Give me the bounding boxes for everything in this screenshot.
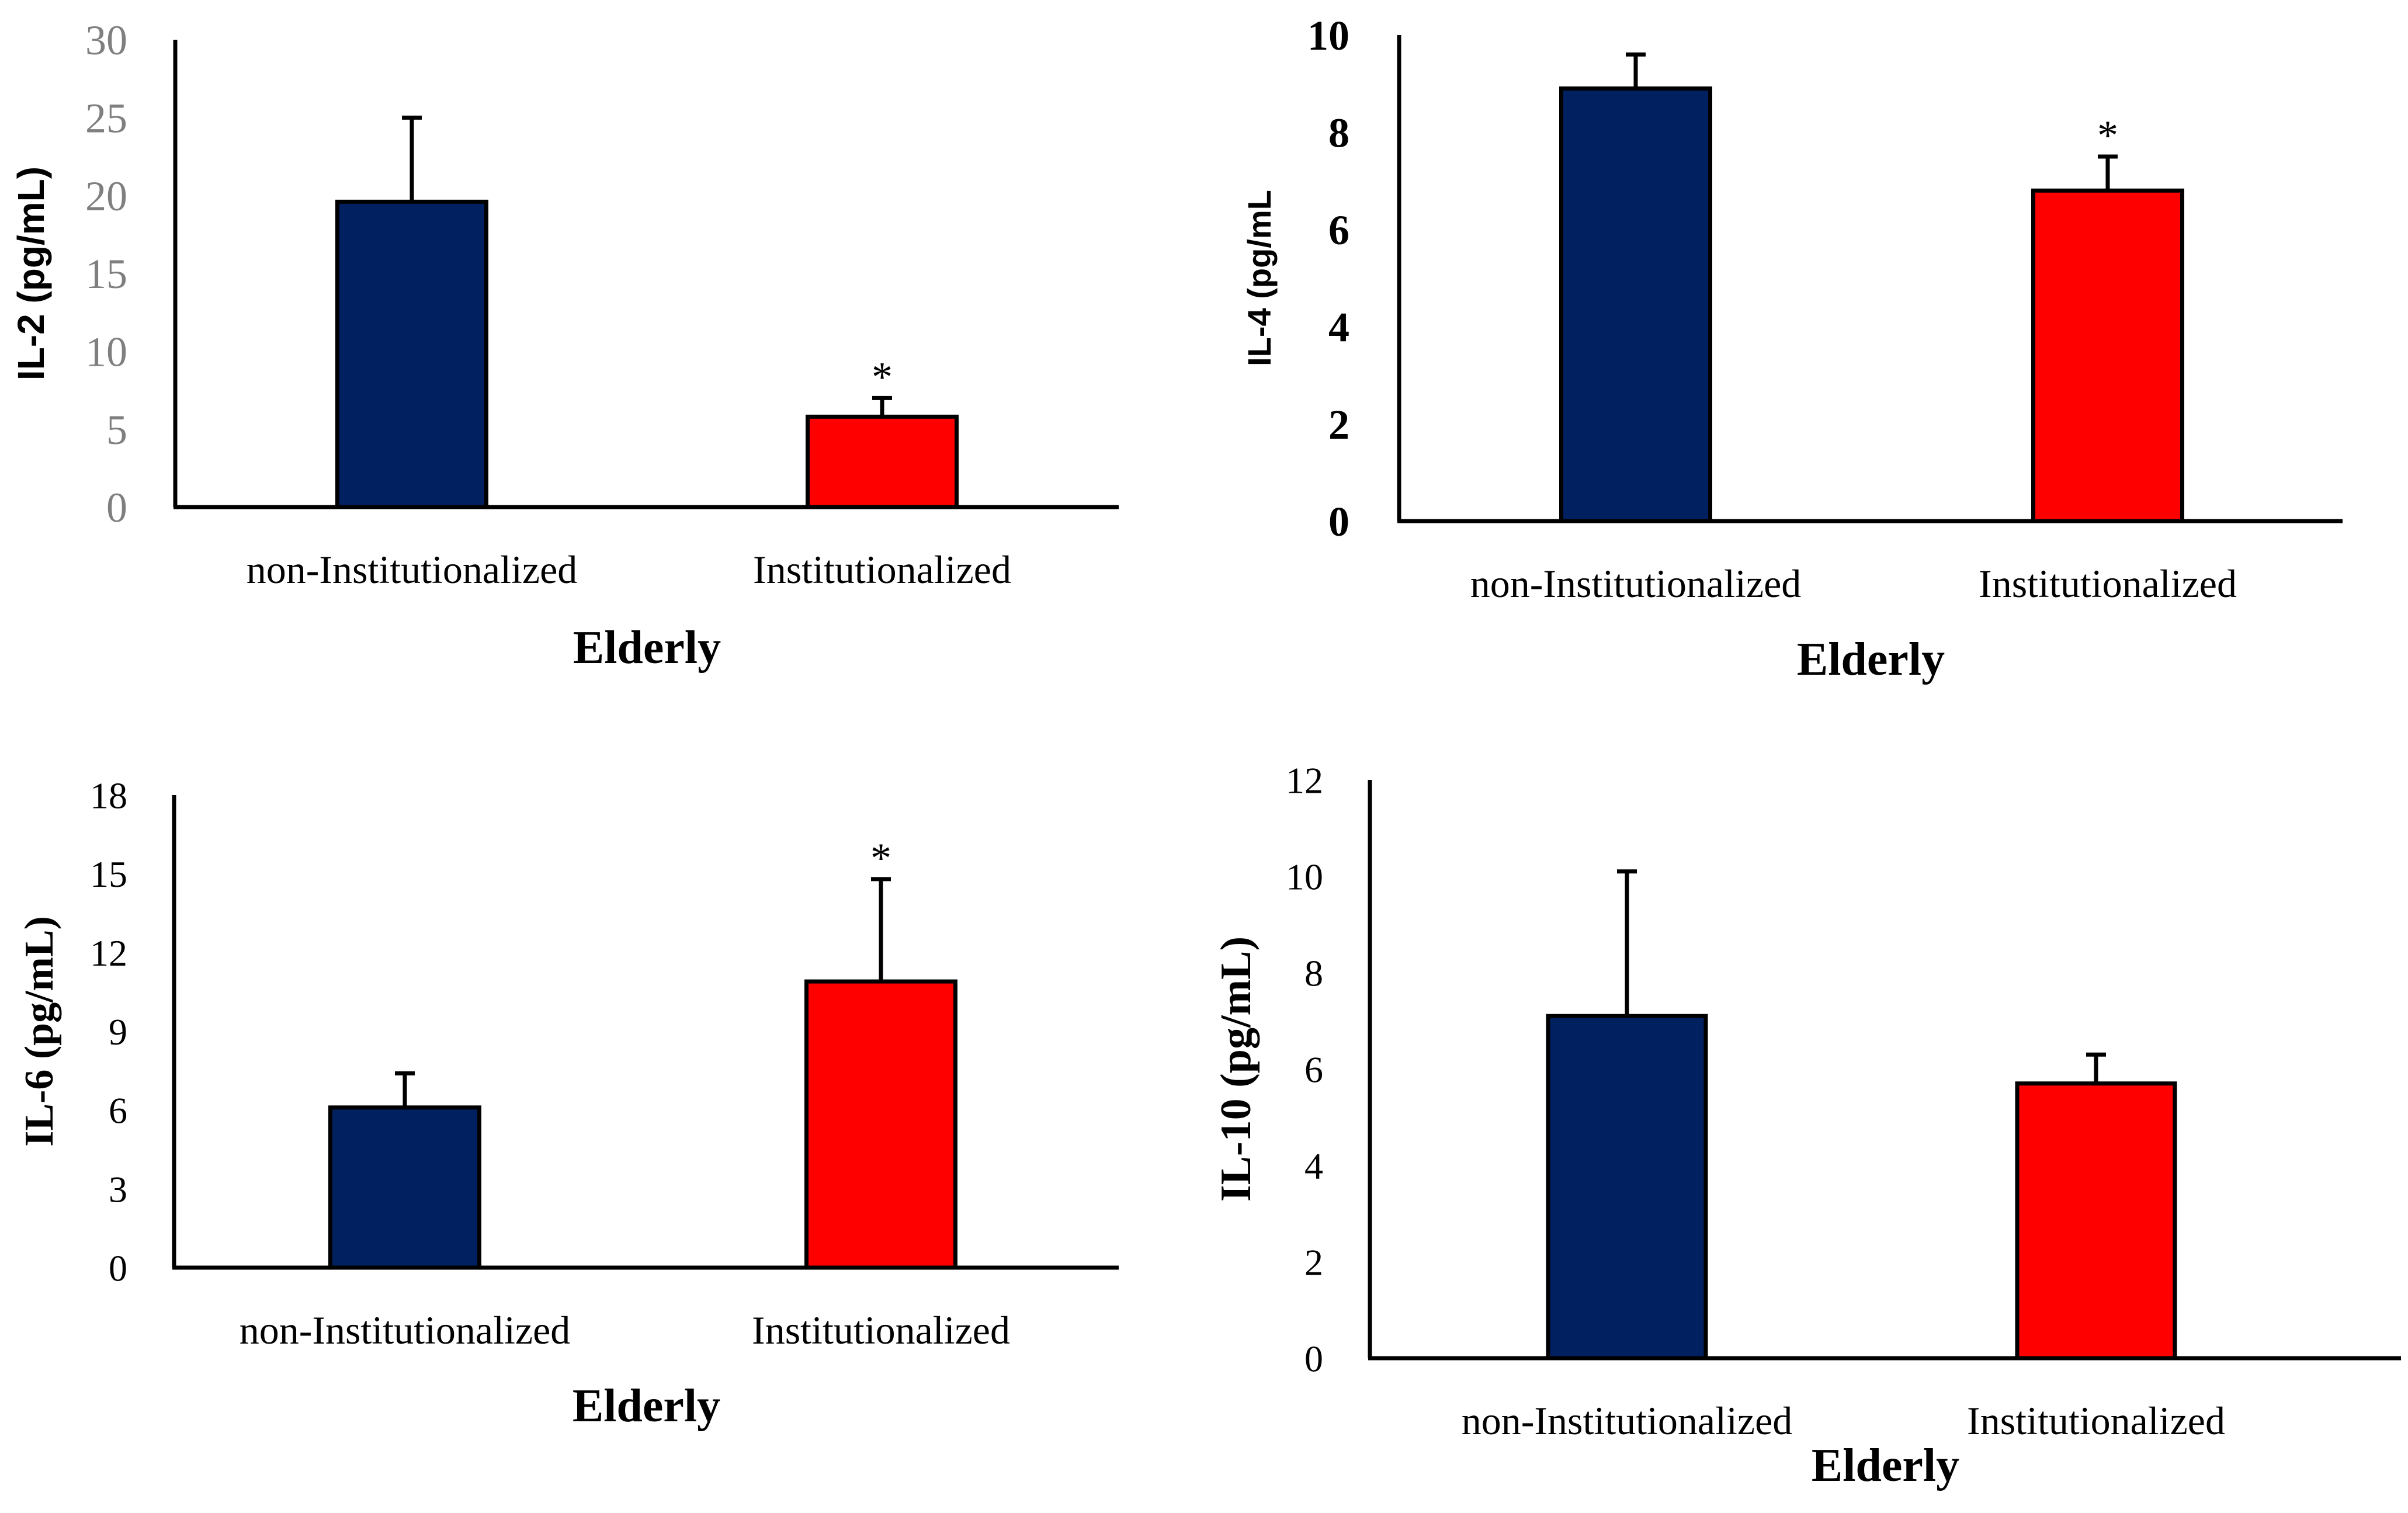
y-tick-label: 6 <box>1328 207 1349 254</box>
bar-institutionalized <box>806 414 959 509</box>
category-label: Institutionalized <box>1979 561 2237 606</box>
y-tick-label: 12 <box>90 932 127 974</box>
y-tick-label: 15 <box>90 853 127 895</box>
x-axis-label: Elderly <box>572 1380 720 1432</box>
y-tick-label: 0 <box>1328 498 1349 545</box>
bar-institutionalized <box>804 979 957 1270</box>
y-tick-label: 12 <box>1286 759 1323 801</box>
y-tick-label: 10 <box>85 329 127 376</box>
chart-panel-bottom-left: non-Institutionalized * Institutionalized 0… <box>17 775 1119 1432</box>
y-tick-label: 8 <box>1328 110 1349 157</box>
y-axis-label: IL-10 (pg/mL) <box>1212 936 1260 1202</box>
category-label: non-Institutionalized <box>1470 561 1802 606</box>
y-tick-label: 0 <box>1304 1338 1323 1379</box>
significance-marker: * <box>870 835 891 882</box>
y-axis-label: IL-6 (pg/mL) <box>17 916 62 1147</box>
category-label: Institutionalized <box>752 1308 1010 1352</box>
chart-panel-top-right: non-Institutionalized * Institutionalized 0… <box>1241 12 2343 685</box>
bar-non-institutionalized <box>1546 1014 1708 1361</box>
y-tick-label: 15 <box>85 251 127 297</box>
y-tick-label: 25 <box>85 95 127 142</box>
x-axis-label: Elderly <box>1797 634 1945 685</box>
significance-marker: * <box>2097 112 2118 159</box>
y-tick-label: 20 <box>85 173 127 220</box>
y-tick-label: 8 <box>1304 952 1323 994</box>
bar-institutionalized <box>2015 1081 2177 1361</box>
category-label: Institutionalized <box>1967 1399 2225 1443</box>
y-tick-label: 0 <box>106 484 127 531</box>
y-tick-label: 4 <box>1328 304 1349 351</box>
x-axis-label: Elderly <box>1812 1440 1959 1491</box>
category-label: Institutionalized <box>753 547 1011 592</box>
y-tick-label: 6 <box>109 1090 127 1132</box>
y-tick-label: 10 <box>1307 12 1349 59</box>
y-axis-label: IL-2 (pg/mL) <box>10 166 52 380</box>
y-tick-label: 4 <box>1304 1145 1323 1186</box>
y-tick-label: 18 <box>90 775 127 816</box>
bar-non-institutionalized <box>328 1105 481 1270</box>
category-label: non-Institutionalized <box>1462 1399 1793 1443</box>
chart-panel-bottom-right: non-Institutionalized Institutionalized 0 2… <box>1212 759 2401 1491</box>
y-tick-label: 3 <box>109 1169 127 1210</box>
y-tick-label: 0 <box>109 1247 127 1289</box>
bar-institutionalized <box>2031 188 2184 523</box>
y-tick-label: 2 <box>1328 401 1349 448</box>
y-axis-label: IL-4 (pg/mL <box>1241 190 1278 366</box>
y-tick-label: 30 <box>85 17 127 64</box>
category-label: non-Institutionalized <box>247 547 578 592</box>
significance-marker: * <box>872 353 893 400</box>
y-tick-label: 6 <box>1304 1049 1323 1090</box>
chart-panel-top-left: non-Institutionalized * Institutionalized 0… <box>10 17 1119 674</box>
bar-non-institutionalized <box>1559 86 1712 523</box>
y-tick-label: 5 <box>106 407 127 453</box>
bar-non-institutionalized <box>335 199 488 509</box>
y-tick-label: 9 <box>109 1011 127 1053</box>
y-tick-label: 2 <box>1304 1241 1323 1283</box>
y-tick-label: 10 <box>1286 856 1323 897</box>
category-label: non-Institutionalized <box>240 1308 571 1352</box>
x-axis-label: Elderly <box>573 622 721 674</box>
